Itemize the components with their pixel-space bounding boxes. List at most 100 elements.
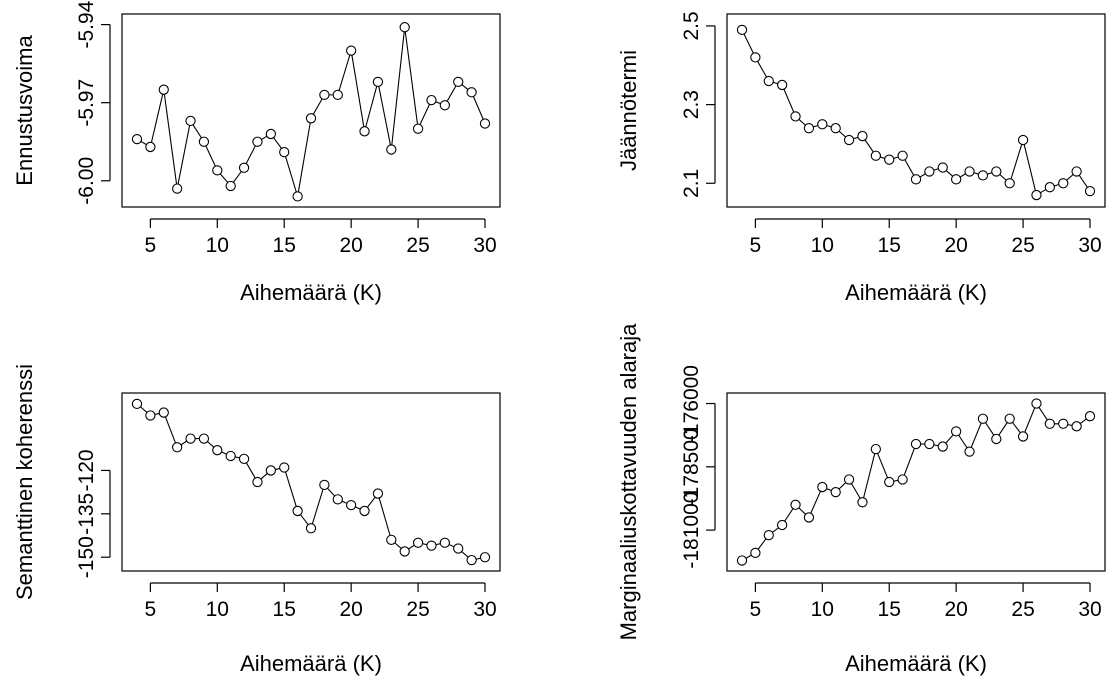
x-tick-label: 25 (1011, 234, 1034, 257)
panel-marginal-likelihood-lower-bound: 5 10 15 20 25 30 -181000-178500-176000 Aihemäär… (616, 323, 1106, 676)
plot-frame (121, 13, 501, 208)
x-tick-label: 25 (406, 598, 429, 621)
data-point (386, 144, 397, 155)
data-point (843, 474, 855, 485)
data-point (158, 84, 169, 95)
data-point (332, 89, 343, 101)
data-point (238, 162, 250, 173)
x-tick-label: 25 (406, 234, 429, 257)
x-tick-label: 10 (811, 598, 834, 621)
data-point (359, 126, 370, 137)
data-point (319, 89, 330, 101)
data-point (292, 505, 303, 517)
data-point (372, 76, 384, 88)
data-point (964, 446, 975, 457)
data-point (131, 133, 143, 145)
data-point (145, 410, 156, 421)
data-point (951, 426, 962, 437)
data-point (1058, 178, 1069, 189)
y-axis-title: Marginaaliuskottavuuden alaraja (616, 323, 641, 641)
data-point (857, 497, 868, 508)
data-point (386, 534, 397, 546)
data-point (305, 113, 317, 124)
x-tick-label: 10 (206, 598, 229, 621)
data-point (172, 442, 183, 453)
data-point (977, 170, 989, 181)
data-point (225, 450, 236, 462)
data-point (265, 465, 276, 476)
data-point (198, 136, 210, 147)
data-point (212, 165, 223, 176)
data-point (372, 488, 384, 499)
data-point (937, 162, 948, 173)
series-line (136, 27, 486, 197)
y-tick-label: -135 (75, 493, 98, 535)
plot-frame (726, 13, 1106, 208)
x-axis-title: Aihemäärä (K) (240, 280, 382, 305)
data-point (964, 166, 975, 177)
data-point (399, 22, 410, 33)
x-tick-label: 15 (273, 598, 296, 621)
data-point (212, 445, 223, 456)
data-point (803, 123, 815, 134)
data-point (1004, 413, 1015, 424)
data-point (225, 180, 236, 192)
data-point (1017, 134, 1029, 146)
data-point (951, 174, 962, 185)
data-point (412, 537, 424, 548)
data-point (857, 130, 868, 142)
y-axis-title: Ennustusvoima (12, 35, 37, 186)
x-axis-title: Aihemäärä (K) (240, 651, 382, 676)
x-tick-label: 30 (473, 598, 496, 621)
data-point (453, 76, 464, 88)
data-point (830, 486, 841, 498)
y-tick-label: 2.1 (680, 169, 703, 198)
x-tick-label: 30 (1078, 598, 1101, 621)
data-point (412, 123, 424, 134)
y-axis-title: Jäännötermi (616, 50, 641, 171)
data-point (332, 494, 343, 505)
data-point (1004, 178, 1015, 189)
data-point (1044, 182, 1055, 193)
data-point (145, 141, 156, 153)
data-point (426, 94, 437, 106)
data-point (439, 537, 450, 548)
series-line (741, 402, 1091, 561)
data-point (426, 540, 437, 551)
plot-frame (726, 392, 1106, 572)
data-point (158, 407, 169, 418)
data-point (198, 433, 210, 444)
data-point (977, 413, 989, 424)
data-point (937, 441, 948, 452)
data-point (897, 150, 908, 161)
data-point (777, 519, 788, 531)
data-point (346, 45, 357, 56)
data-point (991, 166, 1002, 177)
x-tick-label: 15 (273, 234, 296, 257)
data-point (817, 119, 828, 130)
data-point (319, 479, 330, 491)
data-point (763, 530, 774, 541)
data-point (736, 555, 748, 566)
data-point (750, 547, 761, 559)
data-point (750, 52, 761, 63)
data-point (1071, 166, 1082, 177)
data-point (1084, 411, 1096, 422)
data-point (252, 136, 263, 147)
x-tick-label: 20 (339, 234, 362, 257)
y-tick-label: 2.5 (680, 11, 703, 40)
data-point (1044, 418, 1055, 429)
x-tick-label: 5 (750, 234, 762, 257)
data-point (1071, 421, 1082, 432)
data-point (1031, 189, 1042, 201)
data-point (399, 546, 410, 557)
data-point (924, 166, 935, 177)
x-tick-label: 5 (145, 598, 157, 621)
data-point (466, 87, 477, 98)
data-point (817, 481, 828, 493)
y-tick-label: -150 (75, 536, 98, 578)
data-point (305, 523, 317, 534)
x-tick-label: 20 (944, 234, 967, 257)
x-tick-label: 20 (339, 598, 362, 621)
